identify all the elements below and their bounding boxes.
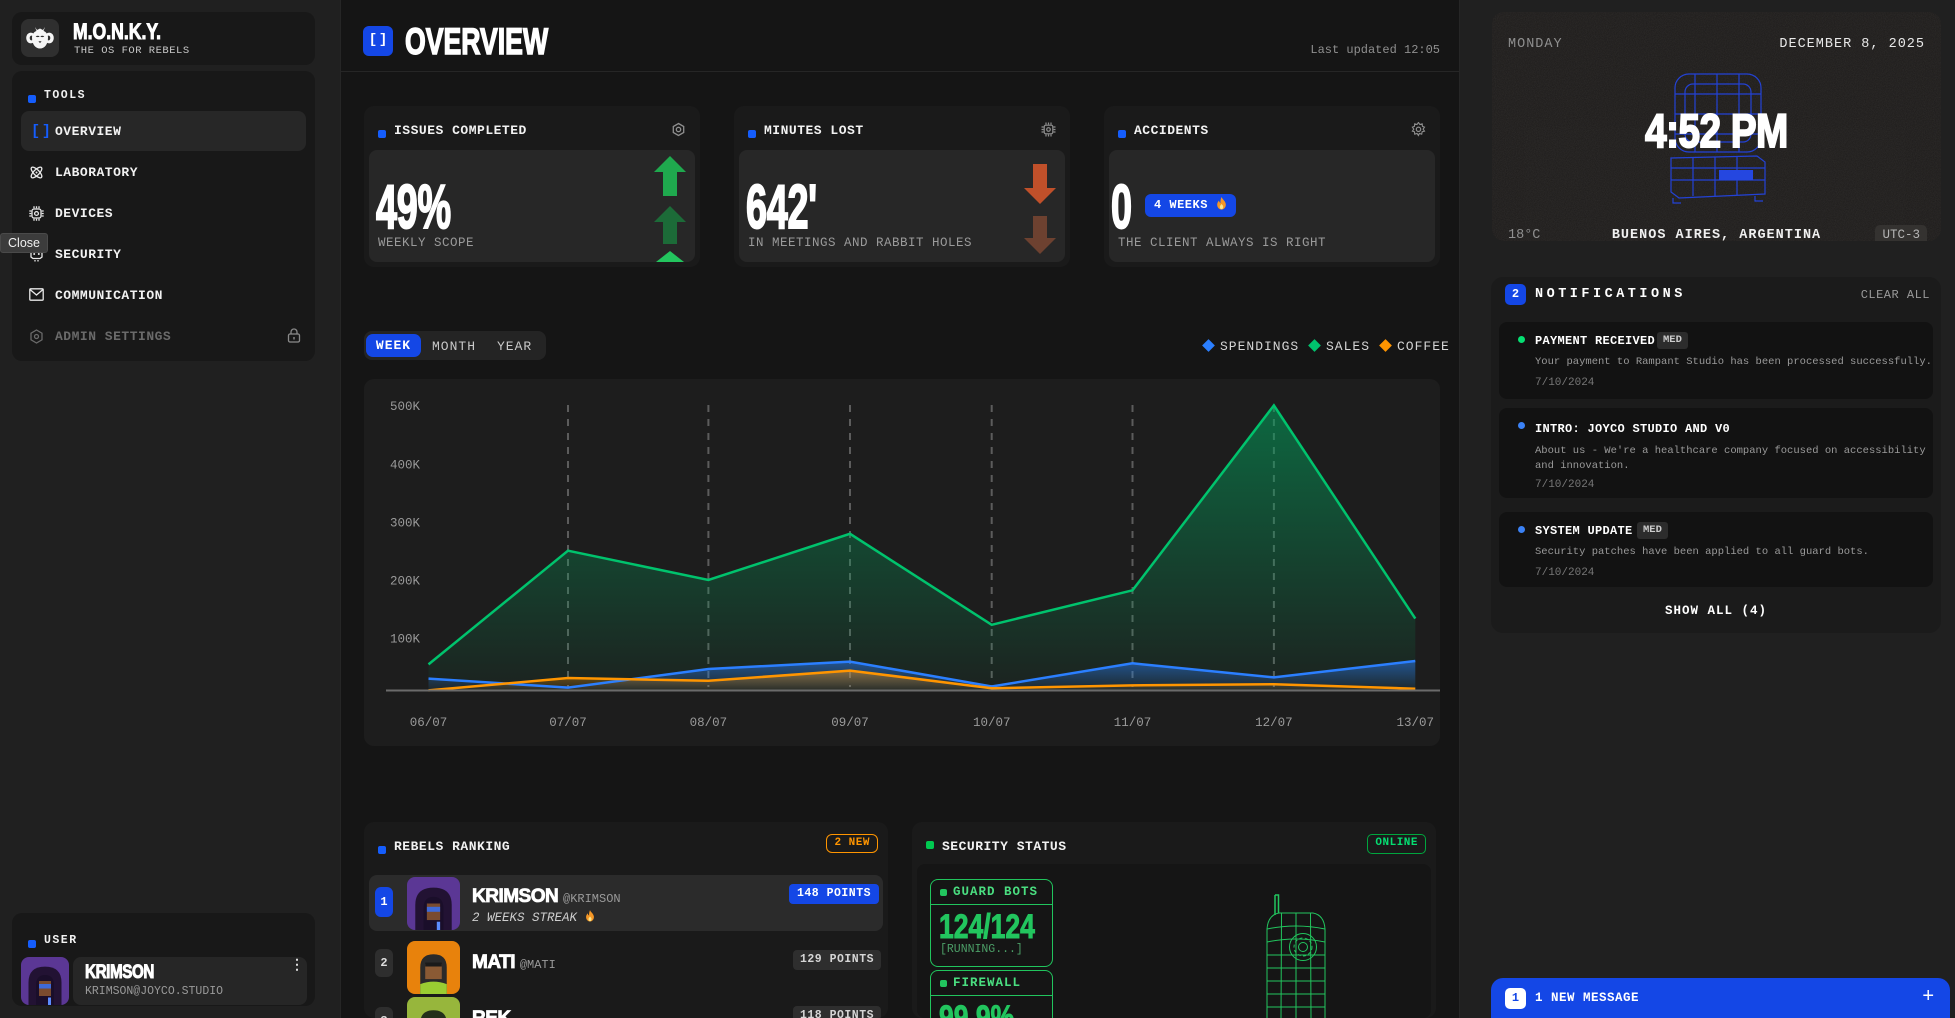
svg-text:07/07: 07/07 xyxy=(549,716,587,730)
svg-text:13/07: 13/07 xyxy=(1397,716,1435,730)
svg-text:12/07: 12/07 xyxy=(1255,716,1293,730)
svg-text:08/07: 08/07 xyxy=(690,716,728,730)
svg-text:100K: 100K xyxy=(390,633,421,647)
svg-text:200K: 200K xyxy=(390,575,421,589)
svg-text:09/07: 09/07 xyxy=(831,716,869,730)
svg-text:06/07: 06/07 xyxy=(410,716,448,730)
svg-text:300K: 300K xyxy=(390,517,421,531)
svg-text:400K: 400K xyxy=(390,459,421,473)
svg-text:11/07: 11/07 xyxy=(1114,716,1152,730)
svg-text:10/07: 10/07 xyxy=(973,716,1011,730)
svg-text:500K: 500K xyxy=(390,400,421,414)
